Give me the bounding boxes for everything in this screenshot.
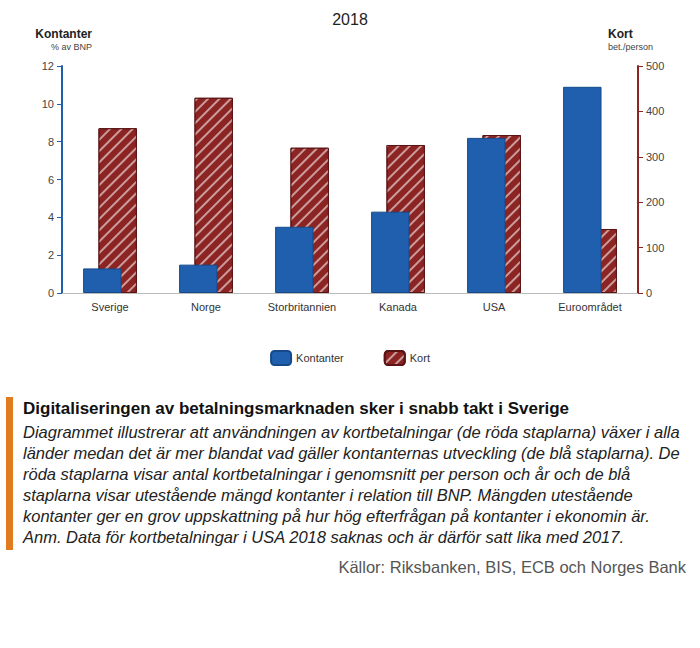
- svg-text:300: 300: [646, 151, 664, 163]
- svg-text:Sverige: Sverige: [91, 301, 128, 313]
- svg-text:Storbritannien: Storbritannien: [268, 301, 337, 313]
- svg-text:% av BNP: % av BNP: [51, 42, 92, 52]
- svg-text:Kontanter: Kontanter: [35, 27, 92, 41]
- html-text:Källor: Riksbanken, BIS, ECB o: Källor: Riksbanken, BIS, ECB och Norges …: [338, 558, 686, 576]
- svg-text:0: 0: [646, 287, 652, 299]
- svg-text:0: 0: [48, 287, 54, 299]
- svg-text:400: 400: [646, 105, 664, 117]
- svg-text:2: 2: [48, 249, 54, 261]
- html-text:Digitaliseringen av betalnings: Digitaliseringen av betalningsmarknaden …: [23, 399, 570, 418]
- svg-text:bet./person: bet./person: [608, 42, 653, 52]
- svg-text:10: 10: [42, 98, 54, 110]
- svg-text:500: 500: [646, 60, 664, 72]
- svg-text:4: 4: [48, 211, 54, 223]
- svg-text:Norge: Norge: [191, 301, 221, 313]
- svg-text:Kanada: Kanada: [379, 301, 418, 313]
- svg-text:12: 12: [42, 60, 54, 72]
- svg-text:200: 200: [646, 196, 664, 208]
- svg-text:Kort: Kort: [608, 27, 633, 41]
- svg-text:USA: USA: [483, 301, 506, 313]
- svg-text:Euroområdet: Euroområdet: [558, 301, 622, 313]
- svg-text:2018: 2018: [332, 11, 368, 28]
- html-text:Diagrammet illustrerar att anv: Diagrammet illustrerar att användningen …: [23, 423, 680, 546]
- svg-text:Kort: Kort: [410, 352, 430, 364]
- svg-text:8: 8: [48, 136, 54, 148]
- svg-text:6: 6: [48, 174, 54, 186]
- svg-text:Kontanter: Kontanter: [296, 352, 344, 364]
- svg-text:100: 100: [646, 242, 664, 254]
